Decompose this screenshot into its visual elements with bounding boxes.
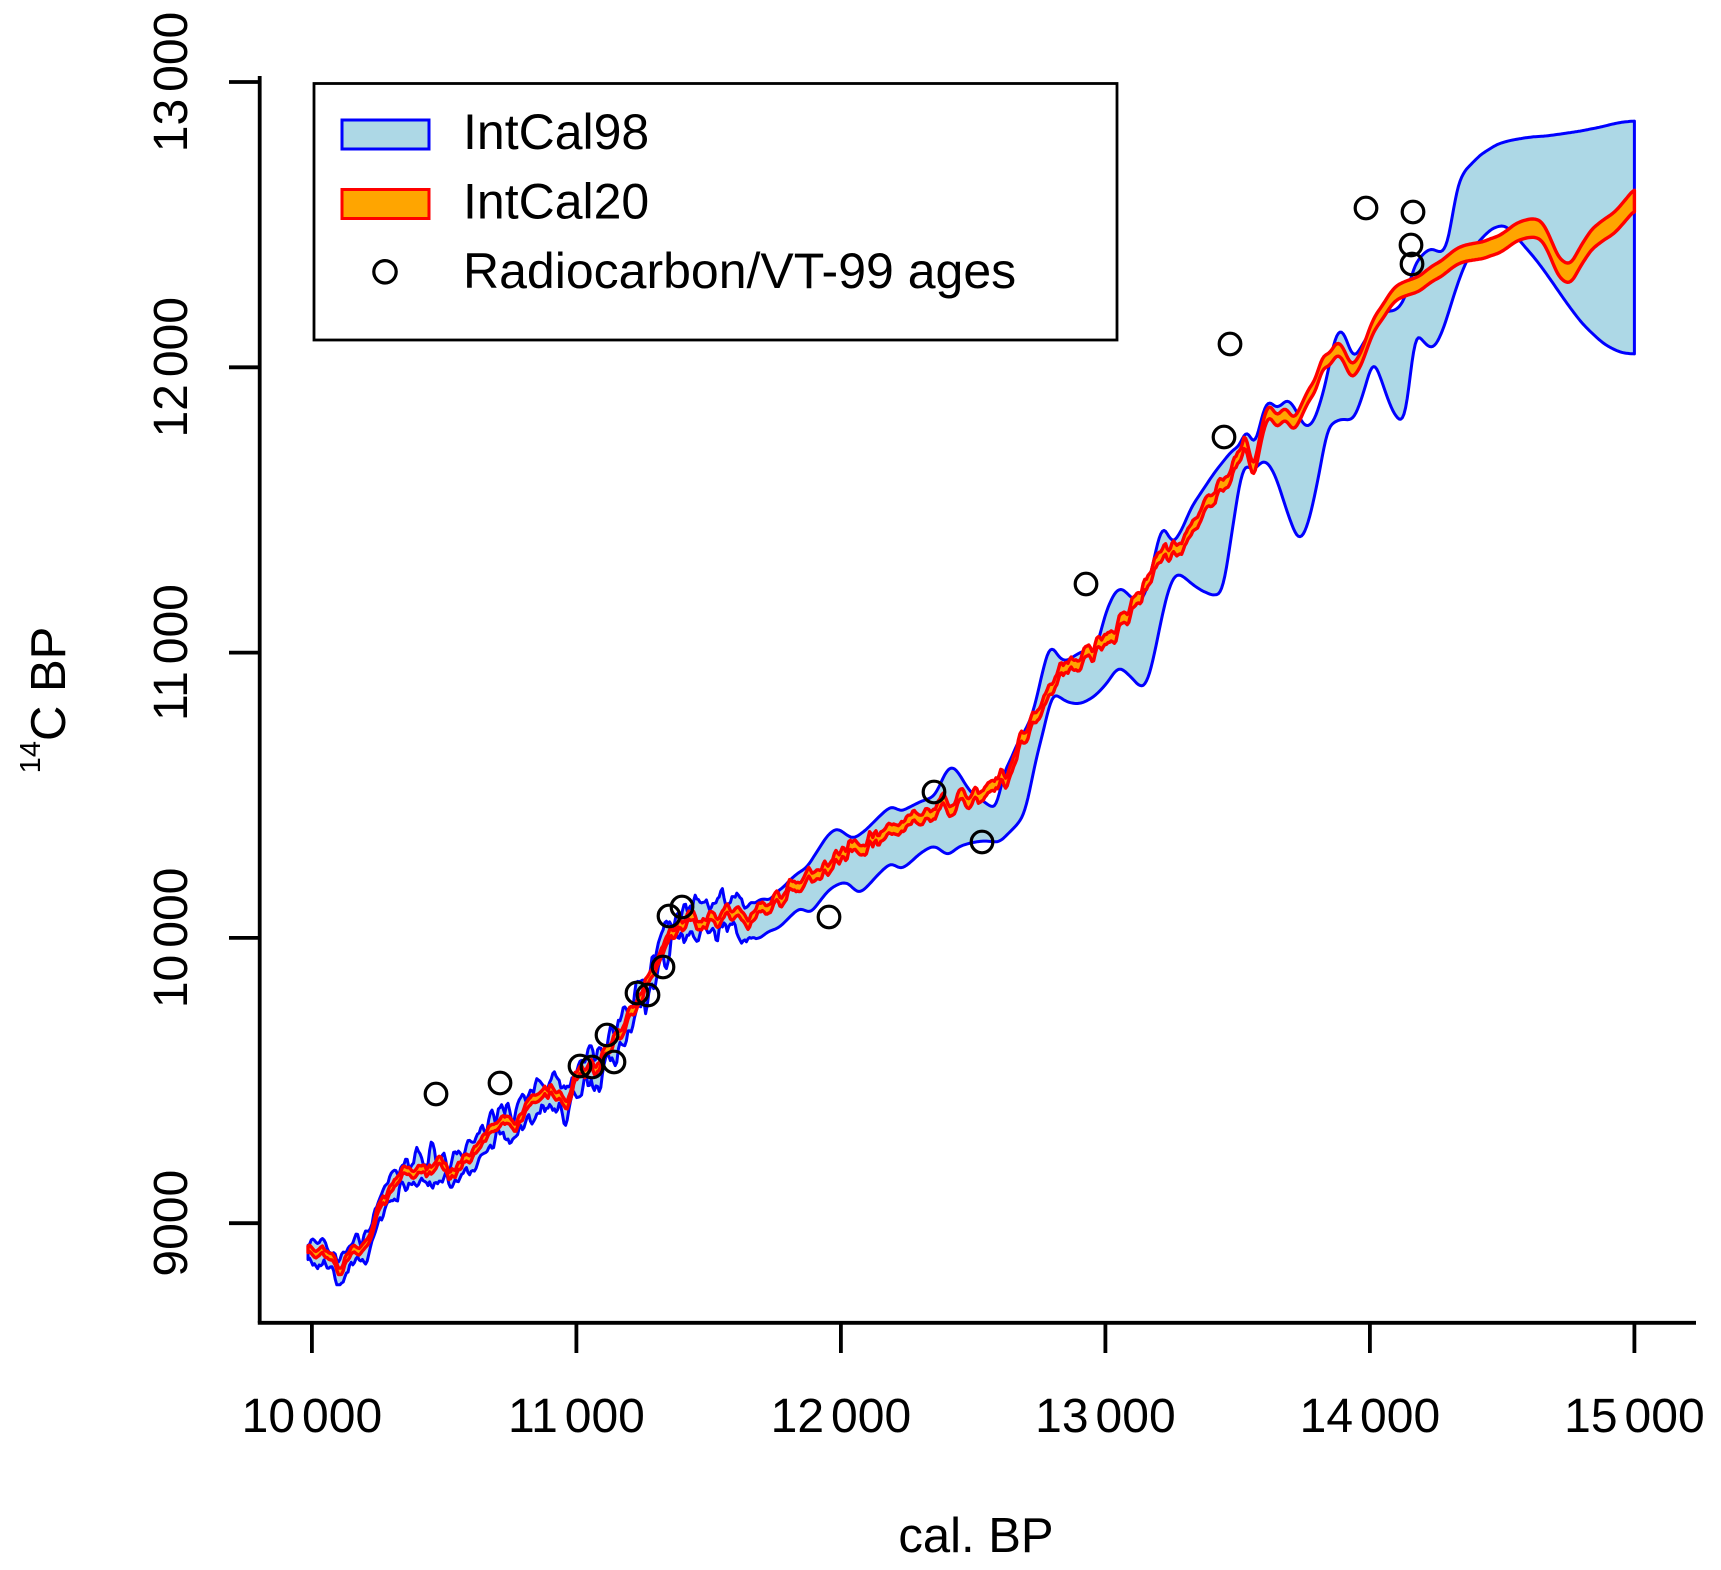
svg-text:14C BP: 14C BP <box>15 627 76 774</box>
svg-text:IntCal20: IntCal20 <box>463 174 649 230</box>
svg-text:9000: 9000 <box>145 1170 198 1277</box>
svg-text:12000: 12000 <box>145 297 198 437</box>
svg-text:12000: 12000 <box>771 1390 911 1443</box>
svg-text:10000: 10000 <box>145 868 198 1008</box>
svg-text:Radiocarbon/VT-99 ages: Radiocarbon/VT-99 ages <box>463 243 1016 299</box>
svg-text:11000: 11000 <box>508 1390 645 1443</box>
svg-text:11000: 11000 <box>145 584 198 721</box>
svg-text:10000: 10000 <box>242 1390 382 1443</box>
svg-text:13000: 13000 <box>145 12 198 152</box>
svg-text:13000: 13000 <box>1035 1390 1175 1443</box>
svg-text:IntCal98: IntCal98 <box>463 104 649 160</box>
svg-text:cal. BP: cal. BP <box>898 1509 1053 1563</box>
